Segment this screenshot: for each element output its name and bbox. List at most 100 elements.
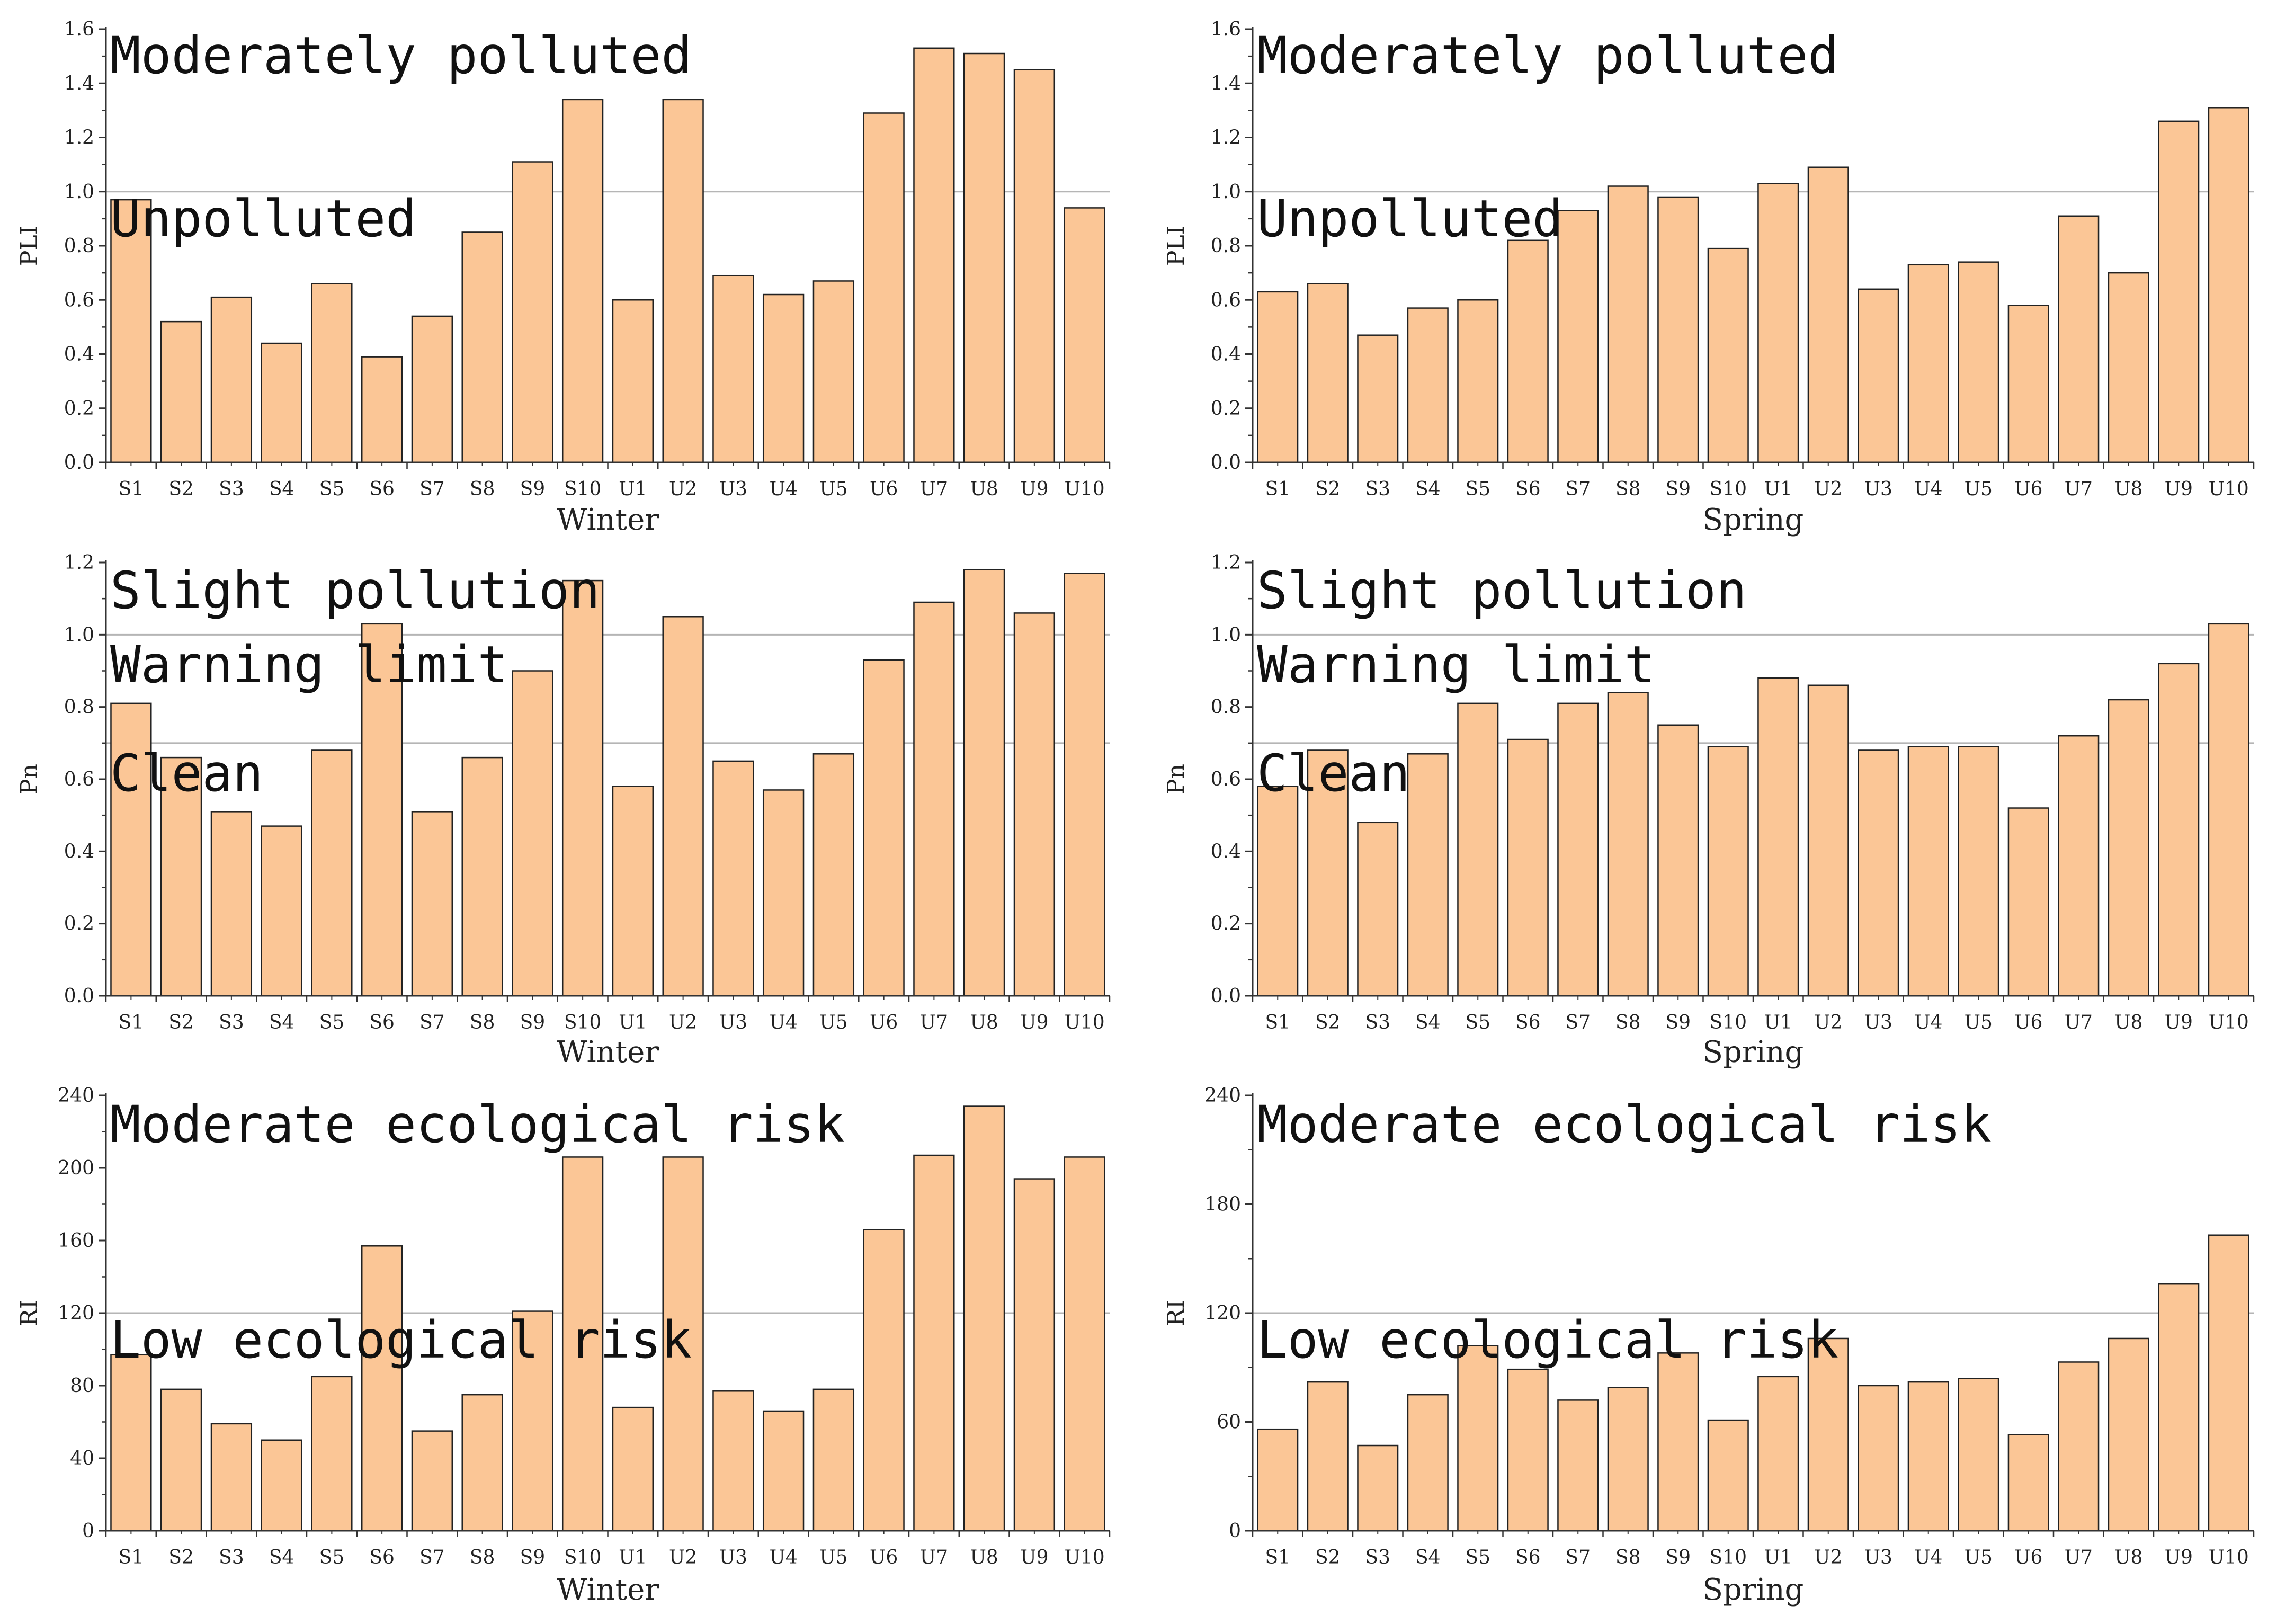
y-tick-label: 1.2 — [64, 127, 94, 149]
x-tick-label: U9 — [2165, 1547, 2193, 1568]
bar-s1 — [1257, 291, 1299, 463]
x-tick-label: U1 — [619, 478, 647, 500]
bar-s9 — [512, 161, 553, 463]
x-tick-label: U6 — [2014, 478, 2042, 500]
bar-s9 — [1657, 724, 1699, 997]
zone-annotation: Moderate ecological risk — [110, 1095, 845, 1154]
bar-s6 — [1507, 239, 1549, 463]
x-tick-label: U1 — [1764, 478, 1792, 500]
y-tick-label: 120 — [58, 1302, 94, 1324]
zone-annotation: Unpolluted — [1257, 189, 1563, 248]
x-tick-label: S9 — [520, 1012, 546, 1033]
x-tick-label: U7 — [920, 1012, 948, 1033]
bar-u4 — [762, 293, 805, 463]
bar-u5 — [1958, 746, 1999, 997]
x-tick-label: U3 — [1864, 478, 1892, 500]
bar-s6 — [1507, 738, 1549, 997]
y-axis-label: RI — [16, 1300, 43, 1327]
y-tick-label: 40 — [70, 1448, 94, 1469]
bar-u5 — [1958, 1378, 1999, 1532]
x-tick-label: U10 — [1065, 1012, 1105, 1033]
bar-s5 — [311, 749, 353, 997]
bar-s4 — [261, 825, 302, 997]
y-tick-label: 1.0 — [64, 181, 94, 203]
bar-u8 — [2108, 272, 2149, 463]
bar-u6 — [2007, 807, 2049, 997]
bar-u2 — [1807, 1337, 1849, 1532]
bar-u1 — [1757, 183, 1799, 463]
bar-s3 — [210, 1423, 253, 1532]
y-tick-label: 0.8 — [64, 235, 94, 257]
x-tick-label: S3 — [1365, 1012, 1390, 1033]
bar-s3 — [210, 811, 253, 997]
y-tick-label: 0 — [82, 1520, 94, 1542]
bar-u6 — [863, 112, 905, 463]
bar-s8 — [461, 231, 503, 463]
x-tick-label: U8 — [2114, 1547, 2142, 1568]
bar-u5 — [812, 280, 855, 463]
x-tick-label: U4 — [1914, 1012, 1942, 1033]
bar-u4 — [762, 789, 805, 997]
x-tick-label: S10 — [1710, 478, 1747, 500]
bar-s5 — [1457, 299, 1499, 463]
x-tick-label: U8 — [970, 1547, 998, 1568]
x-tick-label: U1 — [1764, 1547, 1792, 1568]
bar-u1 — [1757, 677, 1799, 997]
x-tick-label: S9 — [520, 1547, 546, 1568]
x-tick-label: S6 — [369, 1547, 395, 1568]
bar-s5 — [1457, 702, 1499, 997]
bar-u5 — [812, 1388, 855, 1532]
x-tick-label: S7 — [1565, 1547, 1591, 1568]
zone-annotation: Clean — [110, 744, 263, 803]
y-tick-label: 1.2 — [1211, 127, 1241, 149]
x-tick-label: U7 — [2065, 478, 2093, 500]
x-tick-label: U9 — [2165, 478, 2193, 500]
x-tick-label: S4 — [269, 478, 294, 500]
x-tick-label: S10 — [564, 1012, 601, 1033]
zone-annotation: Warning limit — [110, 635, 508, 694]
bar-u2 — [662, 99, 704, 463]
x-tick-label: S8 — [1615, 1547, 1641, 1568]
y-tick-label: 0.4 — [64, 344, 94, 365]
bar-u7 — [913, 1154, 955, 1532]
bar-u3 — [712, 1390, 754, 1532]
y-tick-label: 0.8 — [1211, 235, 1241, 257]
bar-u5 — [812, 753, 855, 997]
bar-u10 — [1064, 1156, 1105, 1532]
bar-u8 — [963, 1105, 1005, 1532]
x-tick-label: S6 — [1515, 478, 1541, 500]
y-tick-label: 0 — [1229, 1520, 1241, 1542]
bar-u8 — [2108, 1337, 2149, 1532]
y-tick-label: 1.0 — [64, 624, 94, 646]
y-tick-label: 0.2 — [64, 913, 94, 935]
x-tick-label: S2 — [168, 478, 194, 500]
bar-u10 — [2208, 623, 2249, 997]
x-tick-label: S3 — [1365, 478, 1390, 500]
x-tick-label: S2 — [1315, 1012, 1341, 1033]
bar-s10 — [1707, 247, 1749, 463]
bar-u7 — [2058, 1361, 2100, 1532]
bar-s5 — [311, 1376, 353, 1532]
bar-s2 — [1307, 283, 1349, 463]
x-tick-label: U8 — [970, 478, 998, 500]
bar-s1 — [1257, 1428, 1299, 1532]
y-axis-label: Pn — [16, 764, 43, 795]
x-tick-label: S5 — [319, 478, 345, 500]
zone-annotation: Warning limit — [1257, 635, 1655, 694]
x-tick-label: U10 — [1065, 1547, 1105, 1568]
x-tick-label: U7 — [2065, 1012, 2093, 1033]
y-tick-label: 240 — [58, 1085, 94, 1107]
y-tick-label: 60 — [1217, 1412, 1241, 1433]
bar-s9 — [512, 670, 553, 997]
x-tick-label: U9 — [2165, 1012, 2193, 1033]
bar-s10 — [561, 99, 604, 463]
x-tick-label: U5 — [1965, 478, 1993, 500]
bar-u7 — [2058, 215, 2100, 463]
bar-s6 — [361, 1245, 403, 1532]
y-tick-label: 0.8 — [1211, 697, 1241, 718]
x-tick-label: S1 — [1265, 1547, 1290, 1568]
y-tick-label: 200 — [58, 1157, 94, 1179]
x-tick-label: U8 — [2114, 478, 2142, 500]
bar-u10 — [2208, 107, 2249, 463]
x-tick-label: S9 — [520, 478, 546, 500]
